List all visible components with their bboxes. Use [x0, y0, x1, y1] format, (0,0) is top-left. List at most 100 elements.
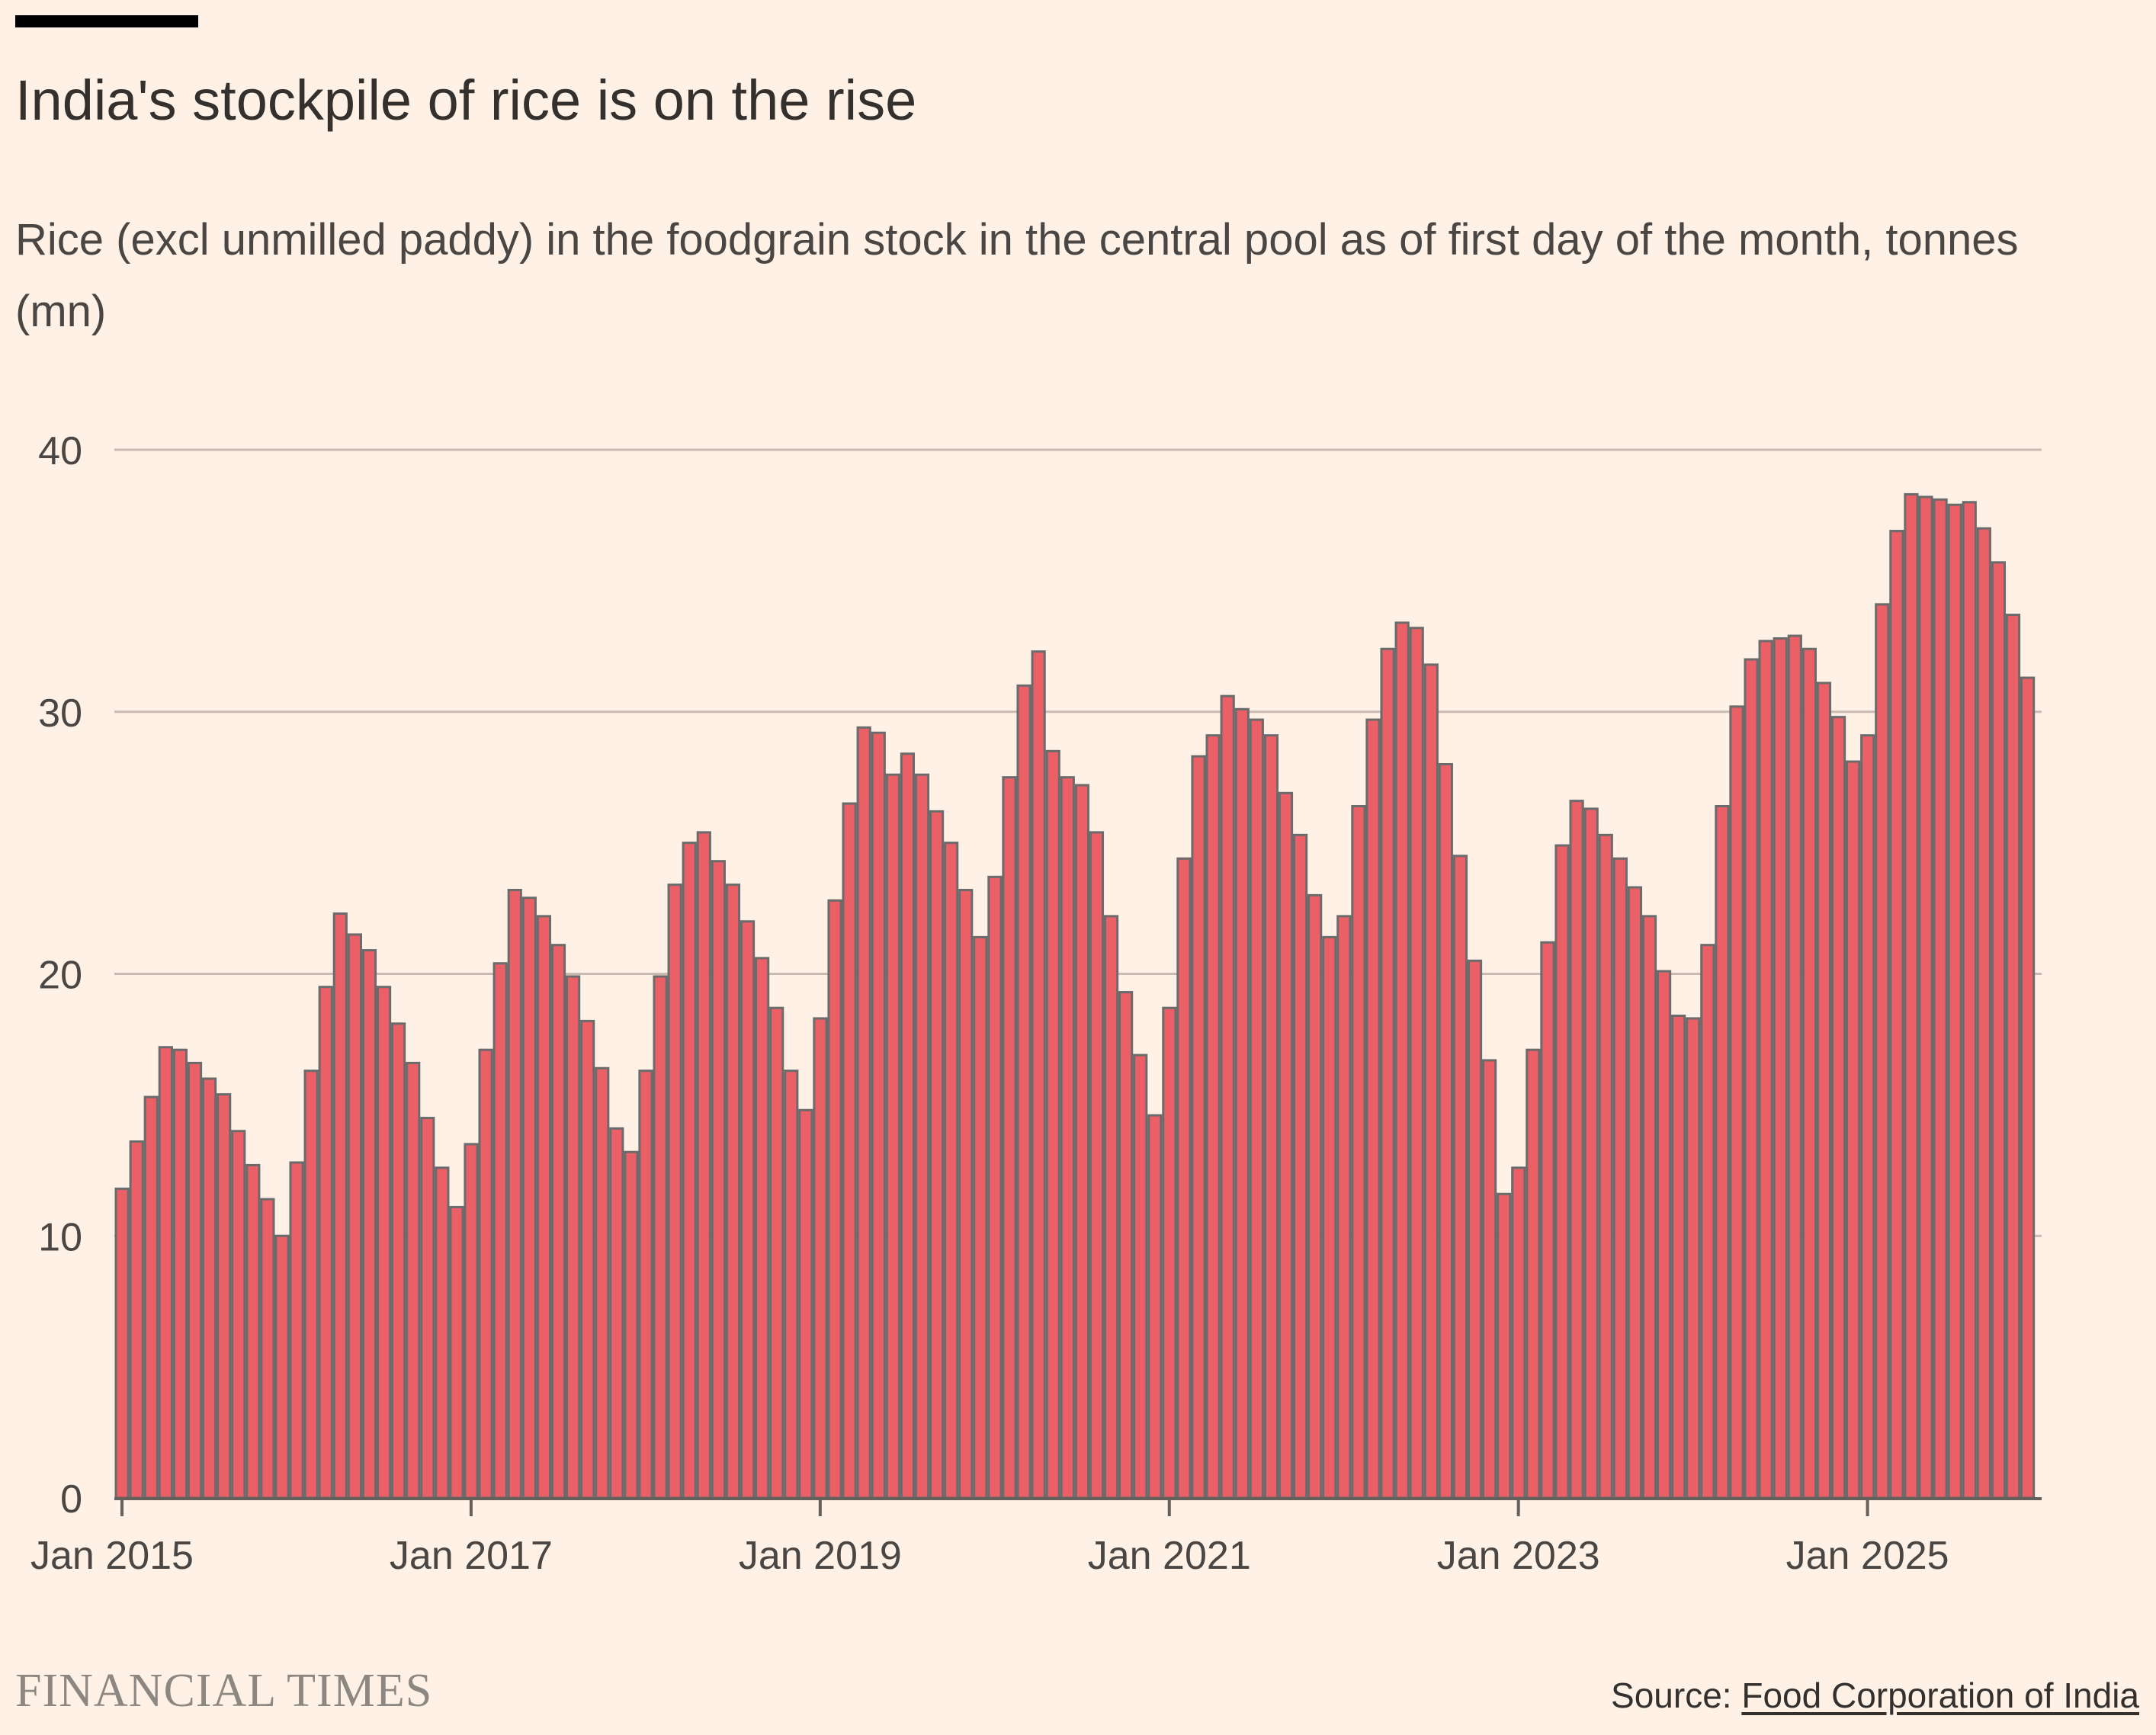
bar [1292, 833, 1308, 1499]
bar [507, 889, 522, 1499]
bar [1641, 915, 1657, 1499]
bar [1351, 805, 1366, 1499]
bar [1830, 716, 1846, 1499]
bar [1191, 755, 1206, 1499]
bar [740, 920, 756, 1499]
bar [784, 1070, 799, 1499]
bar [987, 875, 1003, 1499]
bar [1307, 893, 1323, 1499]
bar [1991, 561, 2007, 1499]
bar [536, 915, 552, 1499]
bars [114, 492, 2036, 1499]
bar [1497, 1192, 1512, 1499]
bar [1816, 681, 1832, 1499]
bar [289, 1161, 304, 1499]
bar [303, 1070, 319, 1499]
bar [1889, 530, 1904, 1499]
bar [1234, 707, 1250, 1499]
bar [900, 752, 916, 1499]
bar [1322, 935, 1337, 1499]
bar [1220, 694, 1235, 1499]
bar [361, 949, 377, 1499]
bar [274, 1234, 290, 1499]
bar [521, 896, 537, 1499]
bar [696, 831, 711, 1499]
y-tick-label: 20 [38, 954, 82, 998]
bar [217, 1093, 232, 1499]
source-line: Source: Food Corporation of India [1611, 1672, 2139, 1718]
bar [1176, 857, 1192, 1499]
bar [1205, 734, 1221, 1499]
bar [2020, 676, 2036, 1499]
bar [1482, 1059, 1497, 1499]
bar [1801, 647, 1817, 1499]
bar [595, 1066, 610, 1499]
bar [1380, 647, 1395, 1499]
x-tick-label: Jan 2019 [739, 1534, 902, 1578]
bar [1511, 1166, 1526, 1499]
bar [1627, 886, 1643, 1499]
bar [885, 773, 900, 1499]
bar [944, 842, 959, 1499]
bar [1336, 915, 1352, 1499]
bar [1962, 501, 1977, 1499]
top-rule [15, 15, 198, 27]
bar [565, 975, 581, 1499]
bar [1016, 684, 1031, 1499]
bar [129, 1140, 144, 1499]
bar [1686, 1017, 1701, 1499]
bar [842, 802, 857, 1499]
bar [1118, 991, 1134, 1499]
bar [201, 1077, 217, 1499]
bar [1947, 503, 1962, 1499]
bar [1060, 776, 1075, 1499]
y-tick-label: 30 [38, 691, 82, 736]
x-tick-label: Jan 2015 [30, 1534, 194, 1578]
bar [1438, 763, 1453, 1499]
x-tick-label: Jan 2017 [390, 1534, 553, 1578]
bar [1918, 495, 1933, 1499]
x-axis-labels: Jan 2015 Jan 2017 Jan 2019 Jan 2021 Jan 2023… [30, 1498, 1949, 1578]
bar [376, 986, 392, 1499]
bar [1729, 705, 1744, 1499]
bar [1394, 621, 1410, 1499]
bar [332, 912, 348, 1499]
bar [1089, 831, 1105, 1499]
bar [1773, 637, 1788, 1499]
bar [1045, 749, 1060, 1499]
bar [1715, 805, 1730, 1499]
bar [158, 1046, 173, 1499]
bar [871, 731, 886, 1499]
bar [624, 1150, 639, 1499]
bar [856, 726, 871, 1499]
bar [973, 935, 988, 1499]
y-tick-label: 40 [38, 429, 82, 473]
bar [1002, 776, 1017, 1499]
bar [1452, 855, 1468, 1499]
bar [260, 1198, 275, 1499]
bar [449, 1205, 464, 1499]
bar [1278, 791, 1294, 1499]
bar [435, 1166, 450, 1499]
bar [769, 1006, 784, 1499]
bar [929, 810, 945, 1499]
bar [1249, 718, 1264, 1499]
x-tick-label: Jan 2025 [1786, 1534, 1949, 1578]
bar [711, 860, 726, 1499]
bar [827, 899, 842, 1499]
source-link[interactable]: Food Corporation of India [1741, 1676, 2139, 1715]
bar [318, 986, 333, 1499]
bar [478, 1048, 493, 1499]
bar [653, 975, 668, 1499]
bar [667, 884, 682, 1499]
bar [1700, 944, 1715, 1499]
bar [1365, 718, 1381, 1499]
bar [391, 1022, 406, 1499]
bar [1147, 1114, 1163, 1499]
y-axis-labels: 0 10 20 30 40 [38, 429, 82, 1522]
bar [1409, 627, 1424, 1499]
bar [580, 1019, 595, 1499]
bar [798, 1108, 813, 1499]
source-label: Source: [1611, 1676, 1732, 1715]
